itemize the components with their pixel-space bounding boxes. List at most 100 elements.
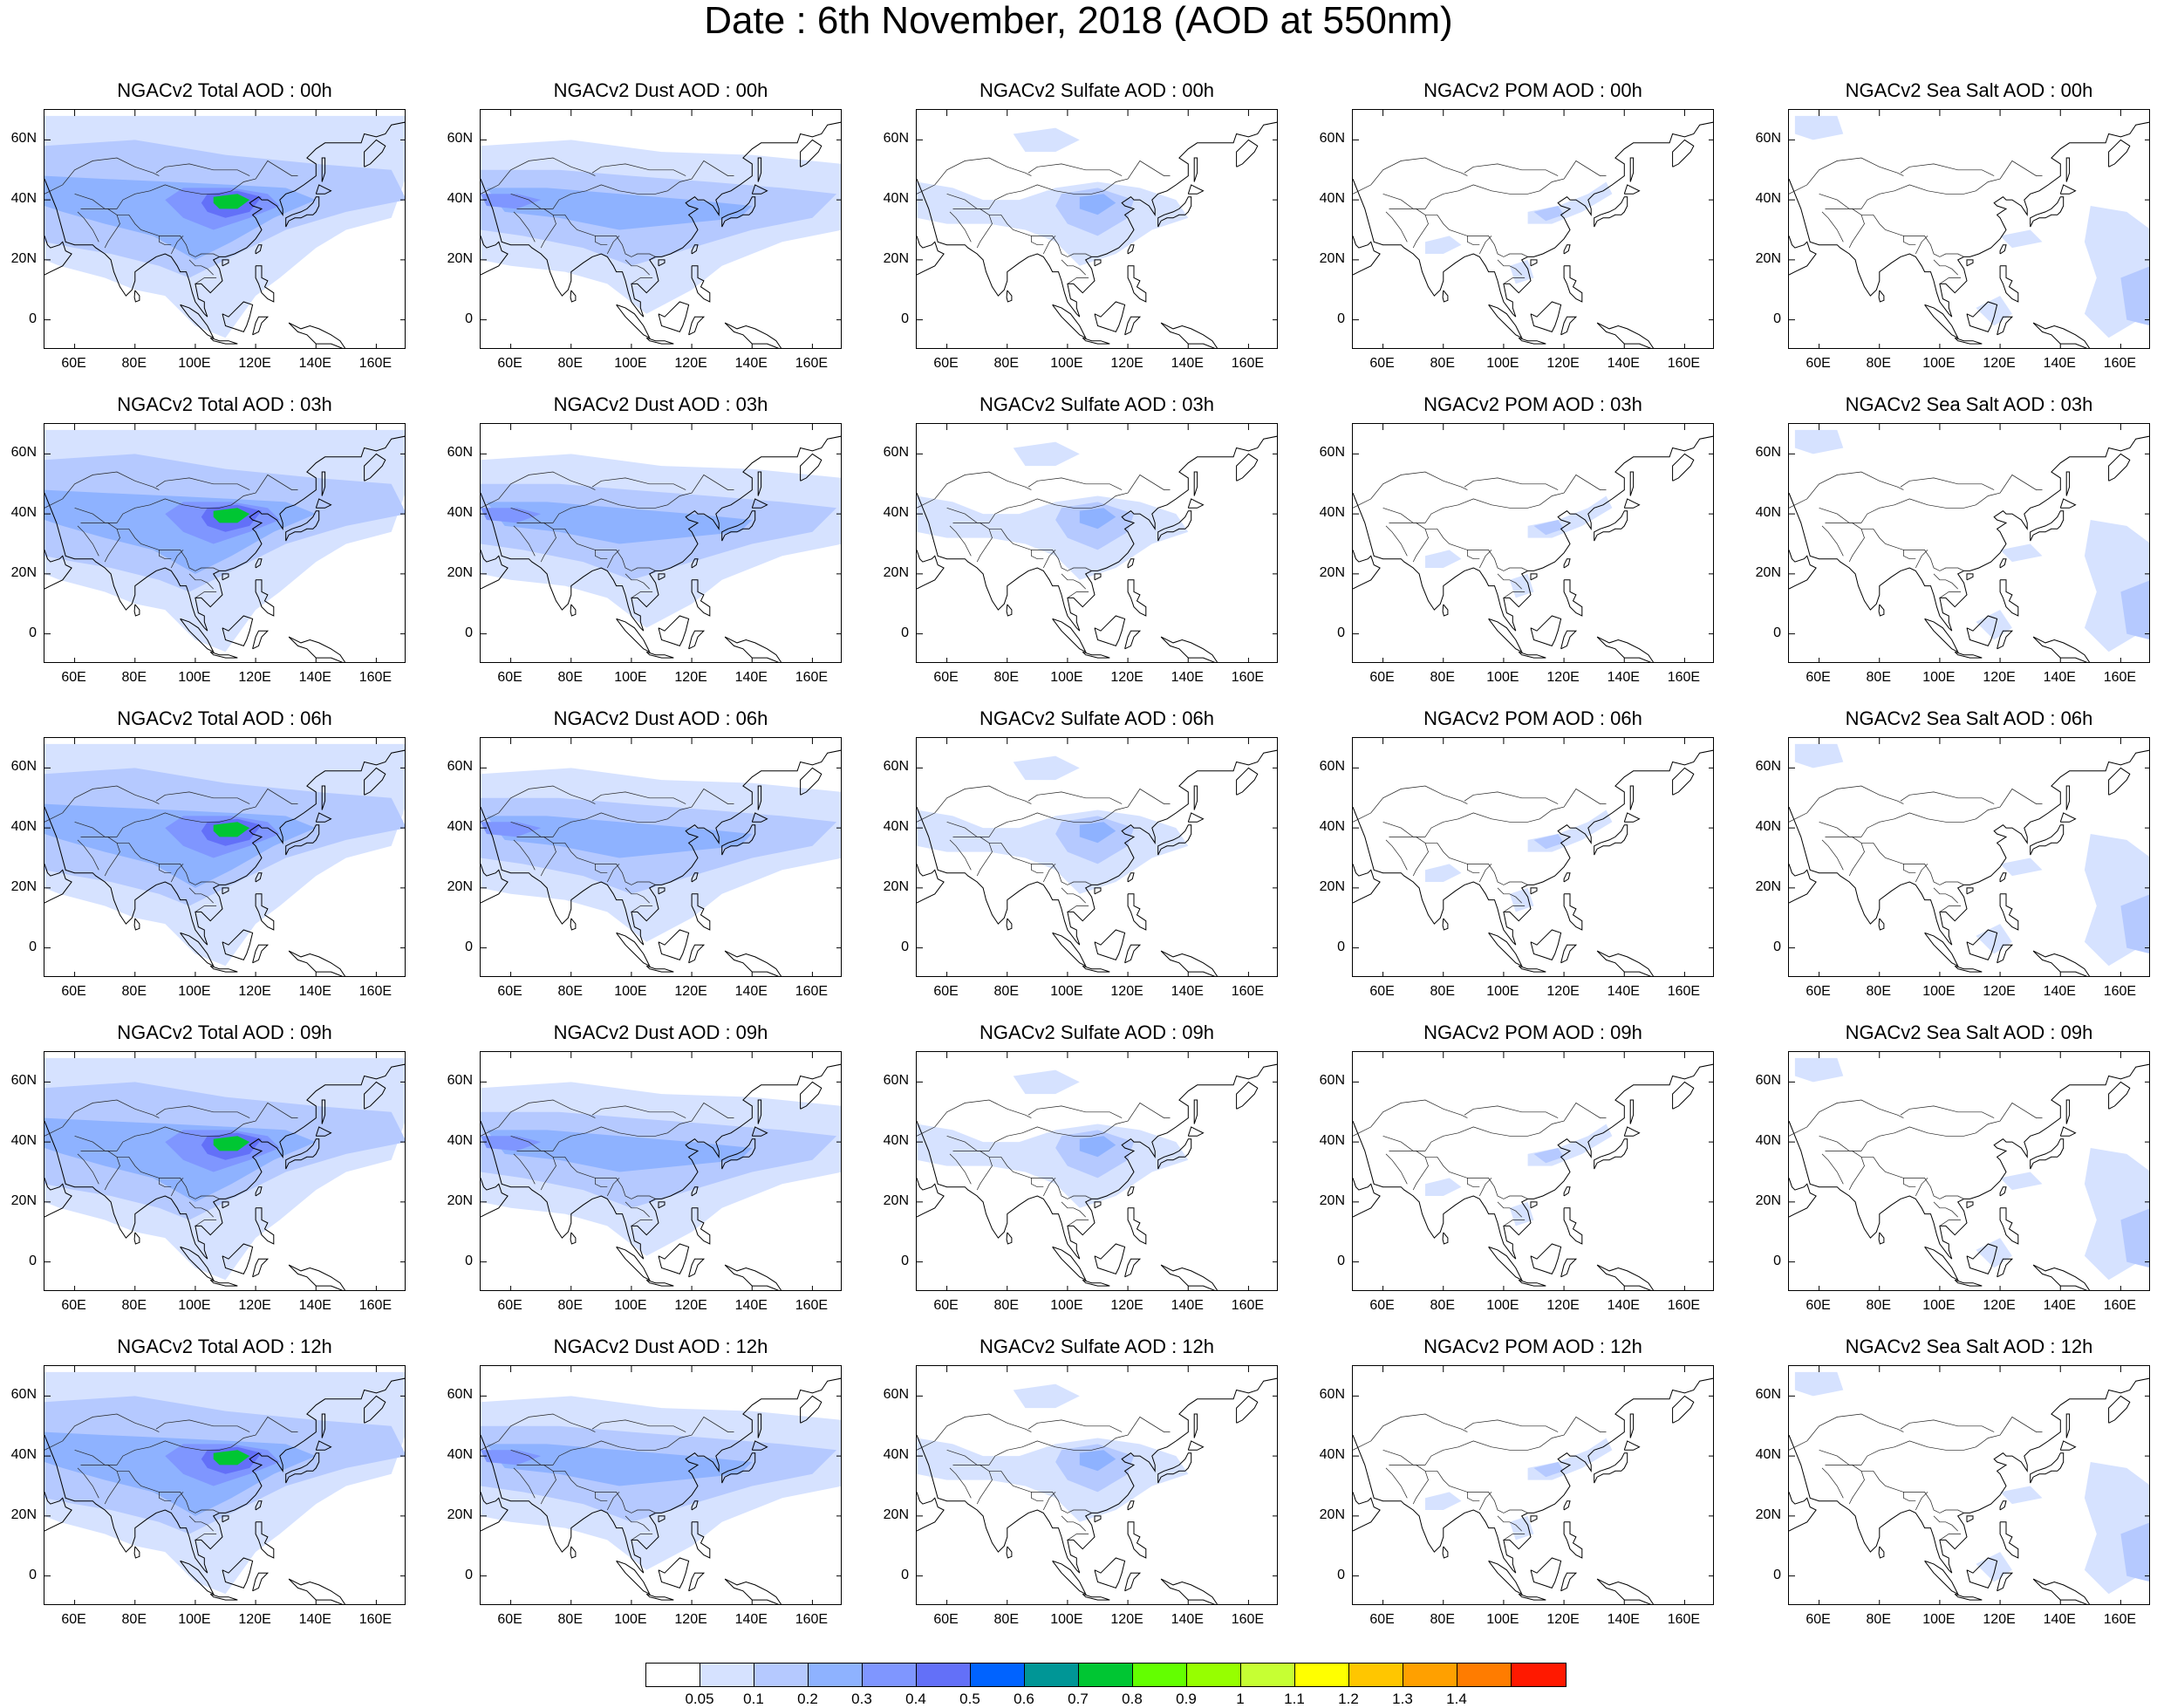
coastline xyxy=(255,558,263,569)
coastline xyxy=(1442,1546,1449,1559)
coastline xyxy=(1966,1201,1974,1209)
coastline xyxy=(691,1500,699,1511)
coastline xyxy=(616,618,651,653)
colorbar-label: 0.7 xyxy=(1068,1691,1089,1707)
country-border xyxy=(1939,905,1962,912)
aod-plume xyxy=(1794,115,1844,140)
country-border xyxy=(188,1515,214,1532)
country-border xyxy=(1382,788,1607,837)
coastline xyxy=(721,1138,756,1170)
y-tick-label: 0 xyxy=(29,625,37,640)
coastline xyxy=(1878,290,1885,303)
coastline xyxy=(1999,1186,2007,1197)
coastline xyxy=(481,550,509,590)
coastline xyxy=(751,812,768,823)
coastline xyxy=(255,579,275,617)
coastline xyxy=(209,1593,238,1601)
coastline xyxy=(658,1515,666,1523)
x-tick-label: 60E xyxy=(1369,1612,1395,1627)
country-border xyxy=(159,864,172,874)
country-border xyxy=(481,471,596,509)
x-tick-label: 100E xyxy=(614,670,647,685)
coastline xyxy=(255,1521,275,1559)
coastline xyxy=(1082,337,1110,345)
coastline xyxy=(1924,932,1959,967)
coastline xyxy=(1530,301,1562,333)
country-border xyxy=(1915,550,1928,569)
coastline xyxy=(1157,196,1192,228)
coastline xyxy=(1193,785,1198,810)
country-border xyxy=(631,277,653,284)
coastline xyxy=(658,259,666,267)
map-canvas xyxy=(481,1366,841,1604)
coastline xyxy=(1353,1377,1713,1574)
country-border xyxy=(1389,523,1429,563)
country-border xyxy=(1027,791,1123,804)
coastline xyxy=(570,1546,577,1559)
y-tick-label: 40N xyxy=(1755,819,1781,835)
x-tick-label: 160E xyxy=(1667,670,1701,685)
coastline xyxy=(321,157,326,182)
country-border xyxy=(917,471,1032,509)
y-tick-label: 0 xyxy=(1337,939,1345,954)
coastline xyxy=(1999,1500,2007,1511)
coastline xyxy=(1094,887,1102,895)
coastline xyxy=(1563,244,1571,255)
coastline xyxy=(724,950,782,976)
coastline xyxy=(44,121,405,318)
colorbar-swatch xyxy=(1025,1664,1079,1686)
country-border xyxy=(1382,160,1607,209)
country-border xyxy=(1031,864,1044,874)
country-border xyxy=(1027,1419,1123,1432)
x-tick-label: 100E xyxy=(1050,984,1083,999)
x-tick-label: 120E xyxy=(674,984,707,999)
coastline xyxy=(1518,337,1546,345)
country-border xyxy=(1903,1178,1916,1188)
coastline xyxy=(255,1500,263,1511)
x-tick-label: 160E xyxy=(1231,1298,1265,1313)
country-border xyxy=(1861,842,1964,885)
coastline xyxy=(1124,1572,1142,1592)
colorbar-label: 0.2 xyxy=(797,1691,818,1707)
country-border xyxy=(917,157,1032,195)
country-border xyxy=(1903,1492,1916,1502)
country-border xyxy=(516,523,556,563)
coastline xyxy=(44,864,72,904)
coastline xyxy=(1999,265,2019,303)
coastline xyxy=(1966,1515,1974,1523)
aod-map-total xyxy=(44,1365,406,1605)
x-tick-label: 140E xyxy=(1171,1612,1204,1627)
y-tick-label: 20N xyxy=(1319,1506,1345,1522)
coastline xyxy=(481,236,509,276)
coastline xyxy=(616,932,651,967)
country-border xyxy=(1464,477,1559,490)
country-border xyxy=(155,1105,250,1118)
panel-title: NGACv2 Sulfate AOD : 06h xyxy=(979,707,1215,729)
country-border xyxy=(1425,1156,1528,1199)
aod-plume xyxy=(2000,1486,2043,1505)
country-border xyxy=(188,887,214,904)
coastline xyxy=(917,236,945,276)
coastline xyxy=(1442,604,1449,617)
x-tick-label: 160E xyxy=(2103,356,2137,371)
coastline xyxy=(721,196,756,228)
coastline xyxy=(688,944,706,964)
aod-plume xyxy=(2120,580,2149,640)
x-tick-label: 100E xyxy=(1050,356,1083,371)
x-tick-label: 120E xyxy=(1983,356,2016,371)
coastline xyxy=(2030,1452,2065,1484)
coastline xyxy=(481,1377,841,1574)
x-tick-label: 140E xyxy=(1607,356,1640,371)
coastline xyxy=(1127,244,1135,255)
country-border xyxy=(481,1413,596,1451)
coastline xyxy=(1878,604,1885,617)
country-border xyxy=(159,1178,172,1188)
coastline xyxy=(2065,1099,2071,1124)
x-tick-label: 80E xyxy=(1430,1612,1455,1627)
x-tick-label: 80E xyxy=(1866,670,1891,685)
aod-map-dust xyxy=(480,737,842,977)
coastline xyxy=(691,265,711,303)
panel-title: NGACv2 Sea Salt AOD : 09h xyxy=(1845,1021,2093,1043)
coastline xyxy=(1594,1452,1628,1484)
country-border xyxy=(117,1156,220,1199)
